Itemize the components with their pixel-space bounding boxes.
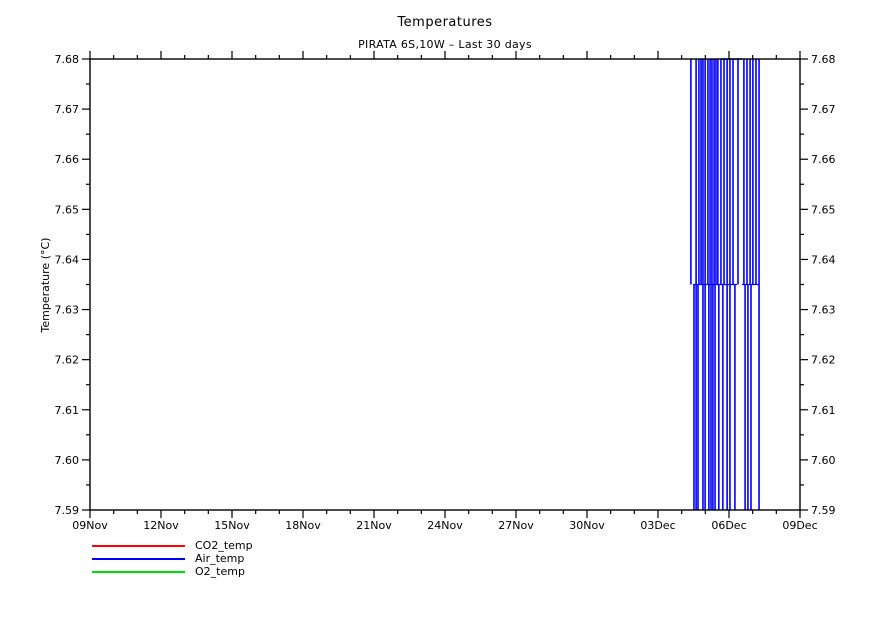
y-tick-label-left: 7.63 — [55, 304, 80, 317]
y-tick-label-right: 7.67 — [811, 103, 836, 116]
y-tick-label-left: 7.67 — [55, 103, 80, 116]
legend-row-o2: O2_temp — [92, 565, 253, 578]
chart-title: Temperatures — [397, 15, 493, 30]
legend-label-air-temp: Air_temp — [195, 552, 245, 565]
legend: CO2_temp Air_temp O2_temp — [92, 539, 253, 578]
legend-swatch — [92, 557, 185, 560]
x-tick-label: 24Nov — [427, 519, 463, 532]
x-tick-label: 27Nov — [498, 519, 534, 532]
y-tick-label-right: 7.68 — [811, 53, 836, 66]
y-tick-label-left: 7.60 — [55, 454, 80, 467]
x-tick-label: 09Dec — [782, 519, 817, 532]
plot-frame — [89, 58, 801, 511]
x-tick-label: 21Nov — [356, 519, 392, 532]
y-tick-label-left: 7.65 — [55, 203, 80, 216]
y-axis-title: Temperature (°C) — [39, 237, 52, 333]
y-tick-label-right: 7.59 — [811, 504, 836, 517]
legend-row-co2: CO2_temp — [92, 539, 253, 552]
y-tick-label-right: 7.60 — [811, 454, 836, 467]
y-tick-label-right: 7.61 — [811, 404, 836, 417]
x-tick-label: 06Dec — [711, 519, 746, 532]
y-tick-label-right: 7.65 — [811, 203, 836, 216]
y-tick-label-right: 7.64 — [811, 253, 836, 266]
chart-subtitle: PIRATA 6S,10W – Last 30 days — [358, 38, 532, 51]
x-tick-label: 12Nov — [143, 519, 179, 532]
legend-swatch — [92, 570, 185, 573]
legend-label-o2-temp: O2_temp — [195, 565, 245, 578]
x-tick-label: 18Nov — [285, 519, 321, 532]
y-tick-label-left: 7.61 — [55, 404, 80, 417]
x-tick-label: 15Nov — [214, 519, 250, 532]
y-tick-label-left: 7.59 — [55, 504, 80, 517]
y-tick-label-right: 7.62 — [811, 354, 836, 367]
legend-swatch — [92, 544, 185, 547]
x-tick-label: 30Nov — [569, 519, 605, 532]
legend-label-co2-temp: CO2_temp — [195, 539, 253, 552]
y-tick-label-left: 7.62 — [55, 354, 80, 367]
y-tick-label-left: 7.64 — [55, 253, 80, 266]
legend-row-air: Air_temp — [92, 552, 253, 565]
x-tick-label: 09Nov — [72, 519, 108, 532]
y-tick-label-left: 7.66 — [55, 153, 80, 166]
y-tick-label-right: 7.63 — [811, 304, 836, 317]
x-tick-label: 03Dec — [640, 519, 675, 532]
y-tick-label-left: 7.68 — [55, 53, 80, 66]
y-tick-label-right: 7.66 — [811, 153, 836, 166]
